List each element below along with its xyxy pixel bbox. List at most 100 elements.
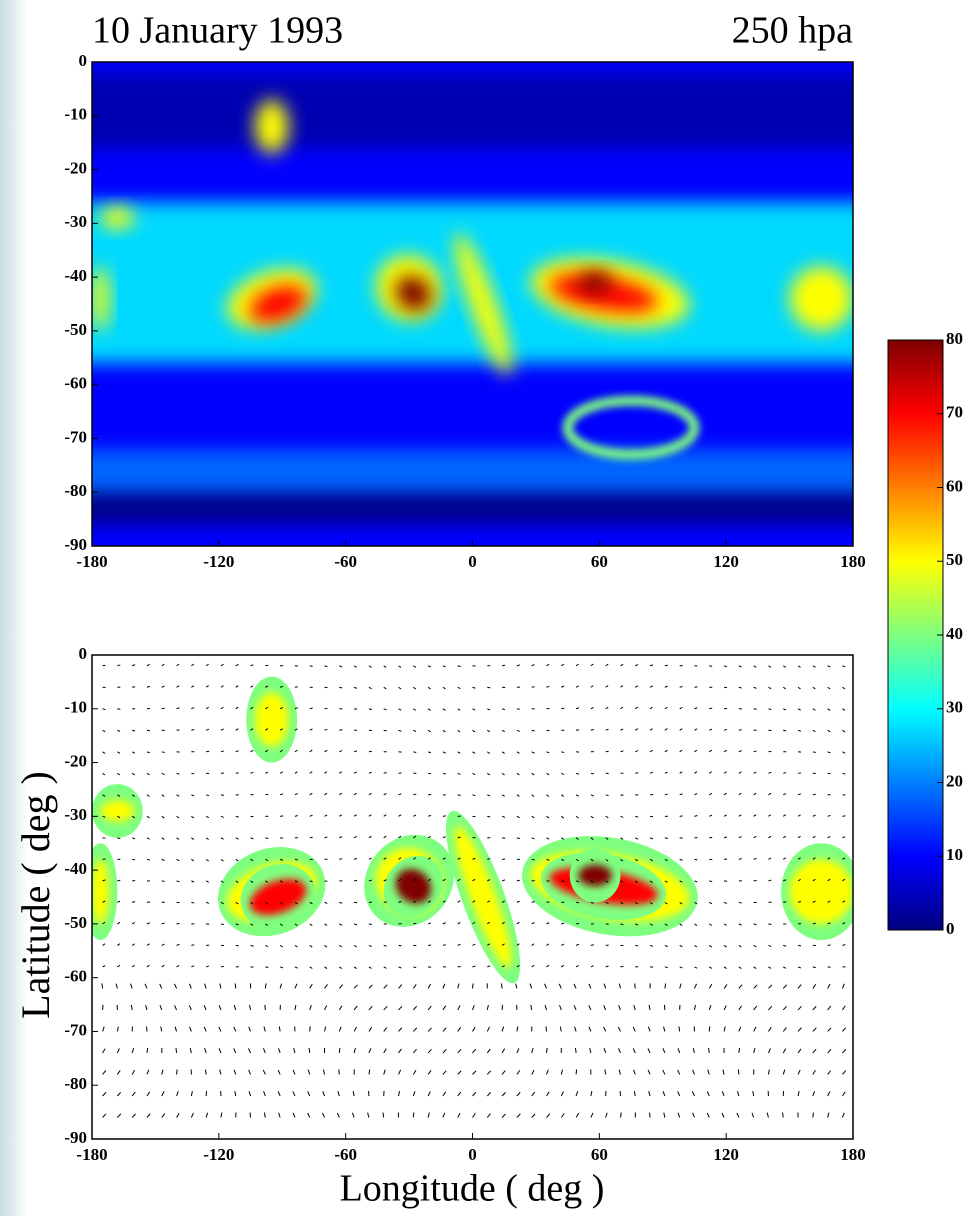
wind-vector: [723, 728, 728, 731]
wind-vector: [353, 750, 358, 753]
wind-vector: [679, 944, 683, 948]
plot-field: [92, 655, 853, 1139]
wind-vector: [501, 1026, 505, 1032]
wind-vector: [516, 921, 520, 925]
wind-vector: [205, 706, 209, 710]
wind-vector: [442, 1027, 447, 1032]
wind-vector: [132, 686, 136, 688]
wind-vector: [501, 729, 505, 733]
wind-vector: [265, 923, 269, 926]
wind-vector: [723, 814, 727, 817]
wind-vector: [782, 984, 788, 989]
wind-vector: [368, 1048, 372, 1054]
wind-vector: [279, 901, 283, 905]
wind-vector: [590, 837, 594, 840]
wind-vector: [131, 1048, 135, 1054]
wind-vector: [205, 815, 210, 819]
wind-vector: [487, 772, 491, 776]
wind-vector: [841, 983, 845, 989]
wind-vector: [516, 837, 520, 840]
wind-vector: [588, 983, 592, 989]
wind-vector: [219, 983, 222, 989]
wind-vector: [412, 1091, 416, 1097]
wind-vector: [738, 858, 742, 860]
wind-vector: [487, 729, 491, 733]
wind-vector: [174, 1026, 178, 1032]
wind-vector: [782, 1069, 786, 1075]
wind-vector: [368, 1027, 373, 1032]
wind-vector: [558, 983, 562, 989]
wind-vector: [708, 771, 713, 774]
wind-vector: [353, 792, 357, 796]
wind-vector: [753, 1026, 757, 1032]
wind-vector: [635, 858, 639, 862]
field-feature: [789, 859, 853, 924]
wind-vector: [603, 1048, 607, 1054]
wind-vector: [679, 749, 683, 753]
wind-vector: [678, 1026, 681, 1032]
wind-vector: [649, 858, 653, 862]
wind-vector: [501, 1092, 506, 1097]
wind-vector: [738, 836, 742, 839]
wind-vector: [620, 837, 624, 840]
wind-vector: [560, 1113, 565, 1118]
field-feature: [92, 859, 109, 924]
wind-vector: [191, 965, 195, 968]
wind-vector: [250, 685, 254, 688]
colorbar-tick-label: 40: [946, 624, 963, 643]
wind-vector: [146, 1091, 151, 1097]
wind-vector: [694, 728, 698, 731]
wind-vector: [694, 793, 698, 796]
wind-vector: [442, 836, 446, 839]
wind-vector: [783, 879, 787, 882]
wind-vector: [324, 944, 328, 948]
wind-vector: [574, 1026, 577, 1032]
wind-vector: [307, 1112, 311, 1118]
wind-vector: [427, 878, 431, 882]
wind-vector: [220, 750, 224, 753]
wind-vector: [561, 685, 565, 688]
wind-vector: [768, 814, 772, 817]
wind-vector: [635, 901, 639, 905]
wind-vector: [191, 944, 195, 946]
wind-vector: [117, 729, 121, 732]
wind-vector: [620, 728, 624, 731]
wind-vector: [322, 1091, 325, 1097]
wind-vector: [620, 965, 624, 968]
wind-vector: [590, 772, 594, 775]
wind-vector: [692, 1112, 695, 1118]
wind-vector: [205, 837, 209, 840]
wind-vector: [383, 772, 387, 774]
wind-vector: [131, 964, 135, 968]
wind-vector: [146, 1047, 149, 1054]
wind-vector: [664, 664, 668, 667]
wind-vector: [146, 772, 150, 776]
wind-vector: [368, 686, 372, 690]
wind-vector: [634, 880, 639, 883]
wind-vector: [782, 835, 787, 839]
wind-vector: [679, 706, 683, 710]
wind-vector: [294, 983, 298, 989]
wind-vector: [486, 1070, 492, 1075]
wind-vector: [501, 900, 505, 903]
wind-vector: [501, 815, 506, 818]
wind-vector: [486, 1092, 492, 1097]
wind-vector: [546, 943, 550, 946]
wind-vector: [309, 749, 313, 753]
wind-vector: [782, 1027, 787, 1032]
wind-vector: [663, 1112, 666, 1118]
wind-vector: [722, 1069, 725, 1075]
wind-vector: [442, 708, 446, 711]
wind-vector: [279, 944, 284, 948]
wind-vector: [694, 901, 698, 905]
wind-vector: [309, 771, 313, 774]
wind-vector: [146, 794, 150, 797]
wind-vector: [457, 665, 461, 667]
wind-vector: [131, 1113, 136, 1118]
wind-vector: [398, 793, 402, 796]
wind-vector: [590, 965, 594, 968]
plot-field: [92, 62, 853, 546]
wind-vector: [812, 1027, 817, 1032]
wind-vector: [842, 1091, 846, 1097]
wind-vector: [324, 728, 328, 731]
